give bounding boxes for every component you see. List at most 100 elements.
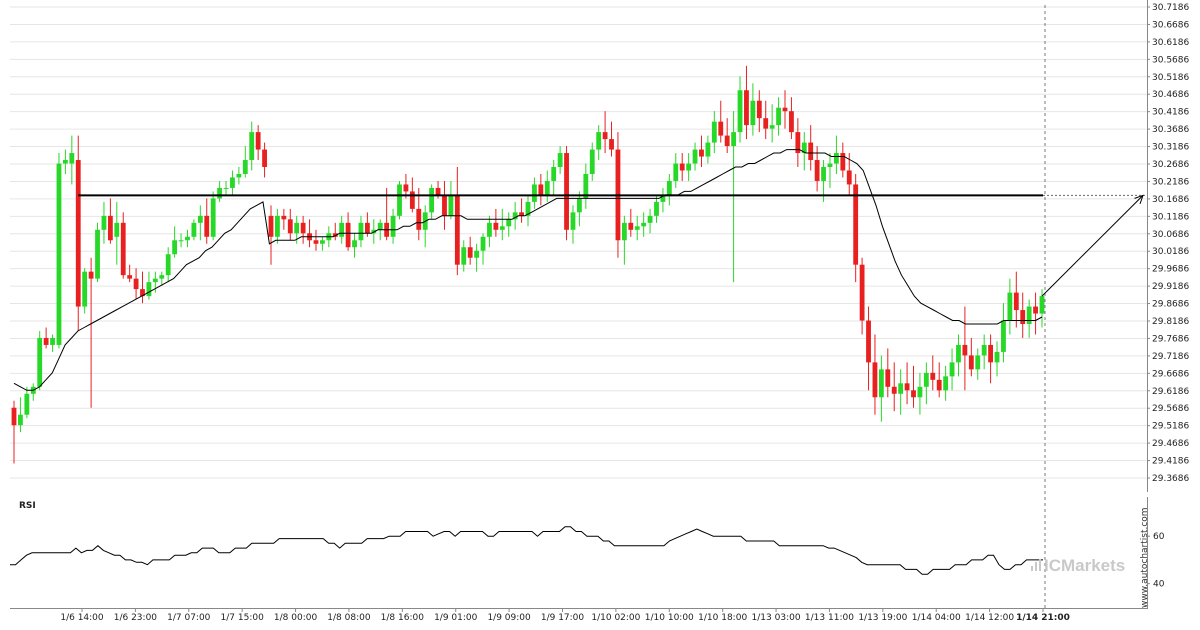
candle-body <box>506 219 512 227</box>
candle-body <box>718 121 724 136</box>
price-tick-label: 30.2686 <box>1152 160 1189 170</box>
candle-body <box>853 184 859 265</box>
candle-body <box>358 222 364 241</box>
time-tick-label: 1/14 04:00 <box>912 613 961 623</box>
candle-body <box>95 229 100 279</box>
candle-body <box>968 355 974 370</box>
price-tick-label: 30.2186 <box>1152 177 1189 187</box>
candle-body <box>885 369 891 387</box>
projection-arrow <box>1041 195 1144 297</box>
price-tick-label: 29.6686 <box>1152 369 1189 379</box>
price-tick-label: 30.7186 <box>1152 3 1189 13</box>
candle-body <box>789 111 794 133</box>
candle-body <box>249 132 255 161</box>
candle-body <box>686 163 692 171</box>
candle-body <box>692 149 698 164</box>
candle-body <box>101 215 107 230</box>
candle-body <box>442 194 447 216</box>
candle-body <box>339 222 345 237</box>
candle-body <box>988 344 994 363</box>
candle-body <box>795 132 801 154</box>
time-tick-label: 1/8 08:00 <box>327 613 371 623</box>
price-tick-label: 29.3686 <box>1152 474 1189 484</box>
time-tick-label: 1/7 15:00 <box>221 613 265 623</box>
candle-body <box>236 173 242 178</box>
price-tick-label: 29.4686 <box>1152 439 1189 449</box>
candle-body <box>294 222 300 234</box>
candle-body <box>859 264 865 321</box>
candle-body <box>699 149 704 157</box>
candle-body <box>230 177 235 188</box>
candle-body <box>801 142 807 154</box>
rsi-line <box>10 526 1043 575</box>
candle-body <box>1007 292 1013 321</box>
price-tick-label: 30.6686 <box>1152 20 1189 30</box>
candle-body <box>50 337 55 345</box>
candle-body <box>332 233 338 237</box>
candle-body <box>962 344 968 356</box>
candle-body <box>242 160 248 174</box>
candle-body <box>532 184 537 202</box>
price-tick-label: 29.8186 <box>1152 317 1189 327</box>
candle-body <box>641 222 647 227</box>
time-tick-label: 1/10 02:00 <box>591 613 640 623</box>
time-tick-label: 1/8 00:00 <box>274 613 318 623</box>
candle-body <box>878 369 884 398</box>
candle-body <box>159 275 165 279</box>
candle-body <box>911 390 916 398</box>
price-tick-label: 29.8686 <box>1152 300 1189 310</box>
time-tick-label: 1/9 01:00 <box>434 613 478 623</box>
candle-body <box>769 125 775 129</box>
candle-body <box>557 153 563 168</box>
candle-body <box>204 215 210 237</box>
candle-body <box>268 215 274 237</box>
candle-body <box>666 180 672 195</box>
candle-body <box>647 215 653 223</box>
candle-body <box>345 222 351 248</box>
candle-body <box>602 132 608 140</box>
price-tick-label: 29.7186 <box>1152 352 1189 362</box>
candle-body <box>262 149 267 168</box>
watermark-text: www.autochartist.com <box>1140 507 1150 608</box>
candle-body <box>846 170 852 185</box>
price-axis: 30.7186 30.6686 30.6186 30.5686 30.5186 30.46… <box>1147 3 1189 484</box>
candle-body <box>724 135 730 147</box>
candle-body <box>994 351 1000 363</box>
candle-body <box>660 194 666 202</box>
candle-body <box>782 107 788 112</box>
candle-body <box>544 180 550 195</box>
price-tick-label: 30.4686 <box>1152 90 1189 100</box>
candle-body <box>11 407 17 426</box>
candle-body <box>364 222 370 234</box>
candle-body <box>454 194 460 265</box>
time-axis: 1/6 14:00 1/6 23:00 1/7 07:00 1/7 15:00 1/8 … <box>60 608 1070 623</box>
candle-body <box>56 163 62 345</box>
current-time-label: 1/14 21:00 <box>1016 613 1070 623</box>
candle-body <box>152 278 158 283</box>
price-tick-label: 30.1186 <box>1152 212 1189 222</box>
candle-body <box>255 132 261 150</box>
candle-body <box>808 142 814 161</box>
candle-body <box>872 362 878 398</box>
candle-body <box>538 184 544 195</box>
candle-body <box>127 275 133 279</box>
time-tick-label: 1/14 12:00 <box>965 613 1014 623</box>
price-tick-label: 29.9186 <box>1152 282 1189 292</box>
candle-body <box>43 337 49 345</box>
brand-bars-icon <box>1031 559 1041 571</box>
candle-body <box>461 247 467 265</box>
candle-body <box>943 376 949 391</box>
candle-body <box>814 160 820 181</box>
price-tick-label: 30.0186 <box>1152 247 1189 257</box>
time-tick-label: 1/13 19:00 <box>858 613 907 623</box>
candle-body <box>75 160 81 307</box>
price-tick-label: 29.5186 <box>1152 422 1189 432</box>
candle-body <box>609 139 614 150</box>
candle-body <box>917 386 923 398</box>
candle-body <box>146 282 152 297</box>
candle-body <box>390 215 396 237</box>
candle-body <box>744 90 749 126</box>
candle-body <box>448 194 454 216</box>
candle-body <box>275 215 280 237</box>
